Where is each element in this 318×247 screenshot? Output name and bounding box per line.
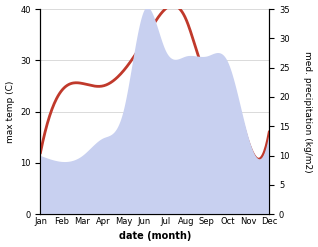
- X-axis label: date (month): date (month): [119, 231, 191, 242]
- Y-axis label: med. precipitation (kg/m2): med. precipitation (kg/m2): [303, 51, 313, 172]
- Y-axis label: max temp (C): max temp (C): [5, 80, 15, 143]
